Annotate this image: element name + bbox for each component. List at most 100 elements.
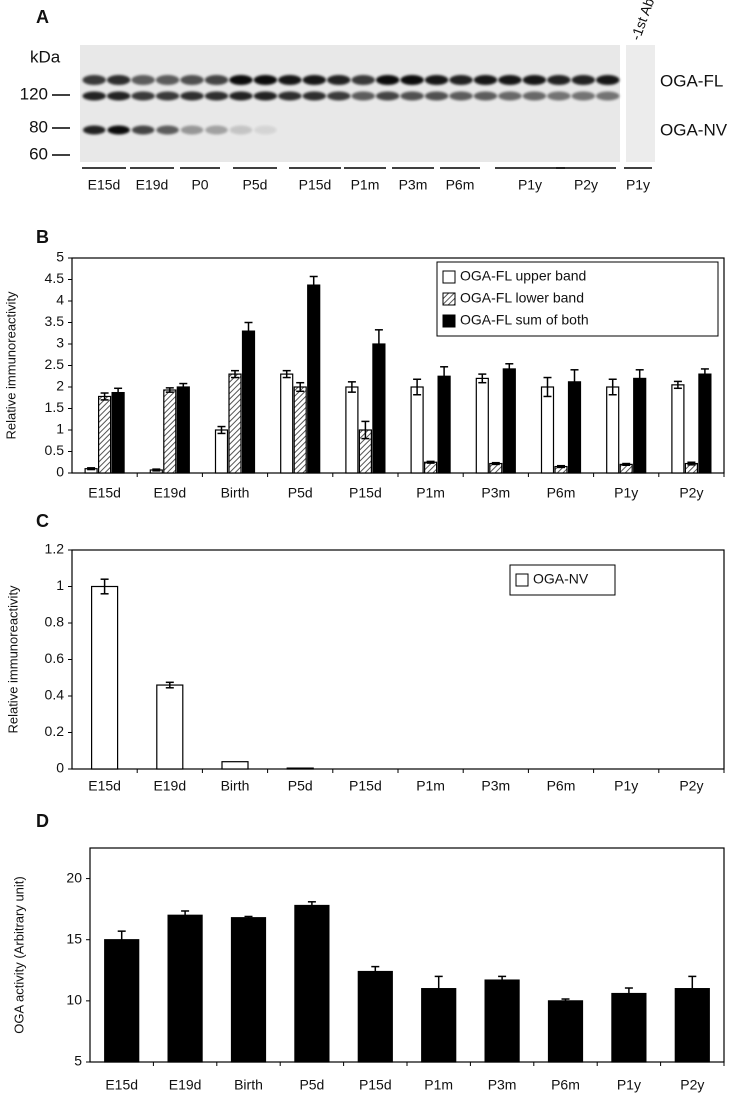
y-tick-label: 2 [56, 378, 64, 394]
bar [111, 391, 125, 474]
legend-label: OGA-FL sum of both [460, 312, 589, 328]
band-label: OGA-FL [660, 71, 723, 90]
band [449, 75, 473, 85]
panel-label: C [36, 511, 49, 531]
error-bar [152, 468, 161, 472]
band [375, 75, 400, 85]
marker-label: 120 [20, 84, 48, 103]
band [596, 91, 620, 101]
y-tick-label: 1 [56, 577, 64, 593]
error-bar [700, 368, 709, 381]
bar [156, 684, 184, 770]
y-tick-label: 4.5 [45, 270, 65, 286]
error-bar [673, 380, 682, 390]
bar [294, 904, 330, 1063]
band [253, 75, 278, 85]
unit-label: kDa [30, 47, 61, 66]
band [522, 75, 547, 85]
x-tick-label: P1m [424, 1077, 453, 1093]
bar [176, 386, 190, 474]
error-bar [688, 975, 697, 1002]
blot-bands [82, 75, 620, 135]
band [351, 91, 375, 101]
band [180, 125, 204, 135]
band [522, 91, 547, 101]
lane-label: E19d [136, 177, 169, 193]
band [400, 75, 424, 85]
error-bar [478, 373, 487, 384]
band [229, 91, 253, 101]
y-tick-label: 10 [66, 992, 82, 1008]
band [82, 91, 106, 101]
y-tick-label: 0.5 [45, 442, 65, 458]
marker-label: 60 [29, 144, 48, 163]
band [278, 91, 302, 101]
band [278, 75, 302, 85]
band [327, 75, 351, 85]
y-axis-title: Relative immunoreactivity [5, 585, 20, 734]
bar [307, 284, 321, 474]
band [302, 91, 327, 101]
error-bar [498, 975, 507, 985]
bar [437, 375, 451, 474]
legend-swatch [515, 573, 529, 587]
lane-label: P15d [299, 177, 332, 193]
band [204, 75, 229, 85]
bar [410, 386, 424, 474]
x-tick-label: P5d [299, 1077, 324, 1093]
band [253, 91, 278, 101]
bar [167, 914, 203, 1063]
bar [540, 386, 555, 474]
band [155, 91, 180, 101]
error-bar [165, 387, 174, 393]
panel-label: D [36, 811, 49, 831]
bar [671, 384, 685, 474]
y-tick-label: 4 [56, 292, 64, 308]
band [82, 75, 106, 85]
y-tick-label: 5 [74, 1053, 82, 1069]
band [106, 91, 131, 101]
error-bar [543, 376, 552, 398]
control-label: -1st Ab [627, 0, 657, 42]
bar [104, 939, 140, 1063]
x-tick-label: P1y [617, 1077, 641, 1093]
y-tick-label: 0 [56, 760, 64, 776]
error-bar [361, 420, 370, 440]
legend-swatch [442, 292, 456, 306]
band [131, 75, 155, 85]
legend-label: OGA-FL upper band [460, 268, 586, 284]
error-bar [687, 461, 696, 466]
x-tick-label: P1y [614, 778, 638, 794]
lane-label: P0 [191, 177, 208, 193]
x-tick-label: P1m [416, 485, 445, 501]
band [205, 125, 228, 135]
error-bar [347, 381, 356, 393]
error-bar [413, 378, 422, 396]
band [547, 91, 571, 101]
x-tick-label: P3m [481, 778, 510, 794]
band [473, 91, 498, 101]
bar [345, 386, 359, 474]
error-bar [622, 462, 631, 467]
y-tick-label: 0.2 [45, 723, 65, 739]
error-bar [179, 382, 188, 392]
x-tick-label: P2y [679, 485, 703, 501]
band [155, 75, 180, 85]
bar [547, 1000, 584, 1063]
y-tick-label: 2.5 [45, 356, 65, 372]
bar [230, 917, 267, 1063]
error-bar [296, 381, 305, 393]
band [229, 75, 253, 85]
band [449, 91, 473, 101]
blot-membrane [80, 45, 620, 162]
error-bar [491, 461, 500, 466]
x-tick-label: P3m [488, 1077, 517, 1093]
band [547, 75, 571, 85]
y-tick-label: 0 [56, 464, 64, 480]
legend-label: OGA-NV [533, 571, 589, 587]
bar [424, 461, 438, 474]
x-tick-label: P1m [416, 778, 445, 794]
y-tick-label: 1.5 [45, 399, 65, 415]
y-axis-title: OGA activity (Arbitrary unit) [11, 876, 26, 1033]
band [131, 125, 155, 135]
